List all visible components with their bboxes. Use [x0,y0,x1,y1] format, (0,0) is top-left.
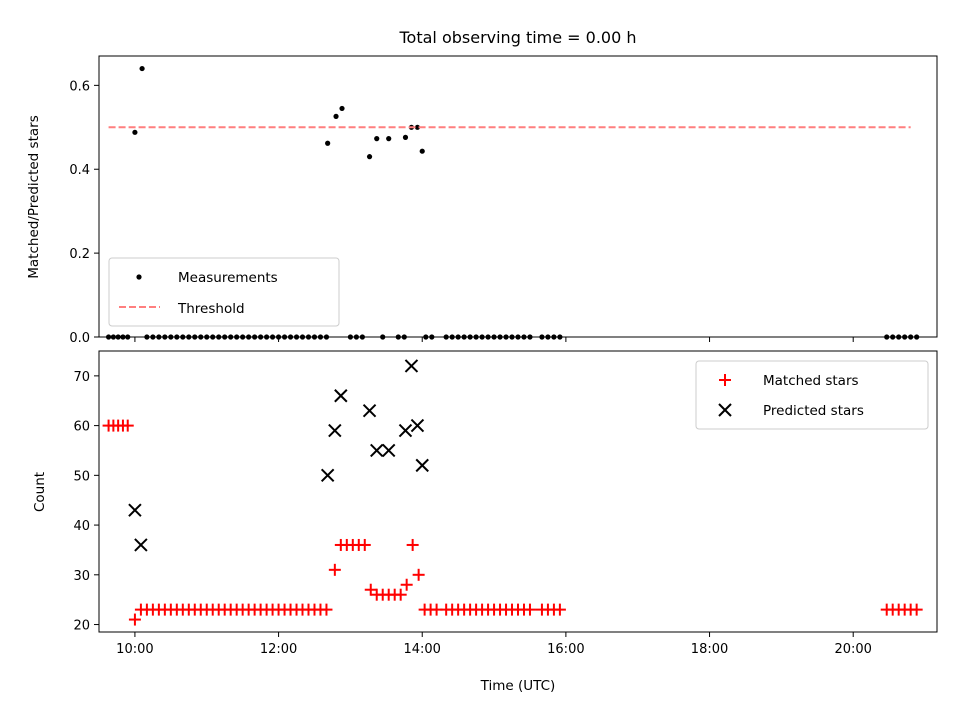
bottom-ticks: 10:00 12:00 14:00 16:00 18:00 20:00 20 30 40 50 60… [73,370,871,657]
legend-measurements-label: Measurements [178,270,278,286]
predicted-stars-point [328,423,342,438]
top-y-tick-label: 0.4 [69,163,90,178]
top-y-tick-label: 0.2 [69,247,90,262]
legend-measurements-marker [136,274,142,280]
matched-stars-point [523,603,536,616]
chart-title: Total observing time = 0.00 h [398,28,636,47]
bottom-y-tick-label: 50 [73,469,90,484]
top-y-axis-label: Matched/Predicted stars [26,115,42,278]
measurement-point [374,136,380,142]
bottom-y-tick-label: 70 [73,370,90,385]
measurement-point [339,105,345,112]
matched-stars-point [412,568,425,581]
top-y-tick-label: 0.0 [69,331,90,346]
legend-threshold-label: Threshold [177,301,245,317]
bottom-y-tick-label: 60 [73,420,90,435]
predicted-stars-point [404,359,419,373]
legend-matched-label: Matched stars [763,373,859,389]
predicted-stars-point [382,443,396,458]
x-axis-label: Time (UTC) [480,678,556,694]
top-y-tick-label: 0.6 [69,79,90,94]
measurement-point [419,148,425,154]
matched-stars-point [400,578,413,591]
predicted-stars-point [334,389,348,403]
measurement-point [386,136,392,142]
legend-matched-marker [719,374,731,386]
bottom-legend: Matched stars Predicted stars [695,360,929,430]
bottom-axes-frame [98,350,938,633]
top-legend: Measurements Threshold [108,257,340,327]
measurement-point [139,65,145,72]
bottom-y-tick-label: 40 [73,519,90,534]
predicted-stars-point [134,538,148,552]
top-legend-box [108,257,340,327]
bottom-y-axis-label: Count [32,472,48,512]
predicted-stars-point [370,443,384,458]
matched-stars-point [406,538,419,551]
matched-stars-point [128,613,141,626]
top-axes-frame [98,55,938,338]
predicted-stars-point [128,503,142,517]
matched-stars-point [358,538,371,551]
bottom-y-tick-label: 20 [73,619,90,634]
measurement-point [325,140,331,146]
matched-stars-point [553,603,566,616]
x-tick-label: 16:00 [547,642,584,657]
measurement-point [333,113,339,119]
predicted-stars-point [415,458,429,473]
matched-stars-point [910,603,923,616]
x-tick-label: 18:00 [691,642,728,657]
matched-stars-point [121,419,134,432]
x-tick-label: 10:00 [116,642,153,657]
bottom-legend-box [695,360,929,430]
bottom-y-tick-label: 30 [73,569,90,584]
x-tick-label: 20:00 [834,642,871,657]
matched-stars-point [328,563,341,576]
measurement-point [132,129,138,135]
predicted-stars-point [398,423,413,438]
measurement-point [402,134,409,140]
predicted-stars-point [320,468,335,483]
x-tick-label: 14:00 [403,642,440,657]
matched-stars-point [394,588,407,601]
predicted-stars-point [362,403,377,418]
legend-predicted-marker [718,403,732,417]
top-ticks: 0.0 0.2 0.4 0.6 [69,79,854,346]
x-tick-label: 12:00 [260,642,297,657]
top-panel: Matched/Predicted stars 0.0 0.2 0.4 0.6 Mea… [26,55,938,346]
bottom-plot-area [102,359,923,626]
matched-stars-point [320,603,333,616]
legend-predicted-label: Predicted stars [763,403,864,419]
measurement-point [366,154,373,160]
predicted-stars-point [410,418,425,433]
measurement-point [414,124,421,130]
bottom-panel: Count 10:00 12:00 14:00 16:00 18:00 20:00 20 30… [32,350,938,657]
